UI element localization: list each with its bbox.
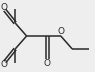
Text: O: O	[44, 59, 51, 68]
Text: O: O	[57, 27, 64, 36]
Text: O: O	[0, 3, 7, 12]
Text: O: O	[0, 60, 7, 69]
